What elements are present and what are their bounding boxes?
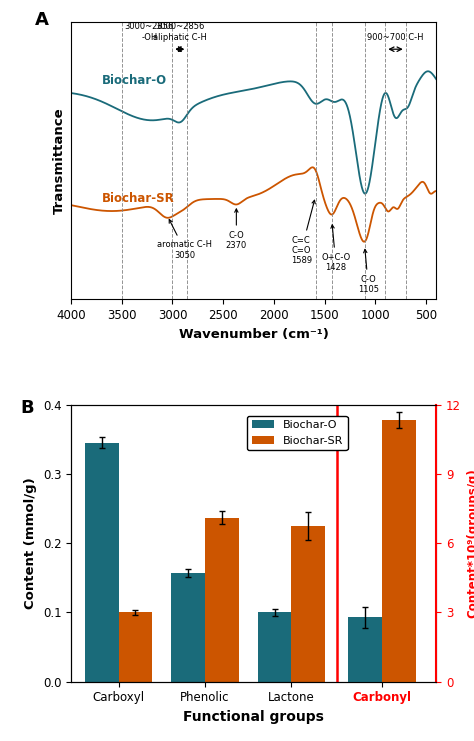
Bar (85, 442, 118, 682)
Text: Biochar-SR: Biochar-SR (101, 193, 174, 205)
Text: O+C-O
1428: O+C-O 1428 (321, 225, 350, 272)
Text: 3000~2856
-OH: 3000~2856 -OH (125, 22, 174, 41)
Y-axis label: Content*10⁹(groups/g): Content*10⁹(groups/g) (466, 468, 474, 618)
X-axis label: Functional groups: Functional groups (183, 710, 324, 724)
Bar (258, 613, 292, 682)
Bar (292, 526, 325, 682)
X-axis label: Wavenumber (cm⁻¹): Wavenumber (cm⁻¹) (179, 328, 328, 341)
Bar (348, 617, 382, 682)
Bar (171, 573, 205, 682)
Text: B: B (20, 399, 34, 417)
Text: C-O
1105: C-O 1105 (358, 250, 379, 294)
Text: 900~700 C-H: 900~700 C-H (367, 33, 424, 41)
Y-axis label: Transmittance: Transmittance (53, 107, 65, 214)
Text: Biochar-O: Biochar-O (101, 73, 167, 87)
Text: C=C
C=O
1589: C=C C=O 1589 (291, 200, 315, 265)
Y-axis label: Content (mmol/g): Content (mmol/g) (24, 477, 37, 609)
Bar (382, 420, 416, 682)
Text: C-O
2370: C-O 2370 (226, 209, 247, 250)
Legend: Biochar-O, Biochar-SR: Biochar-O, Biochar-SR (247, 416, 347, 451)
Bar (118, 613, 152, 682)
Text: aromatic C-H
3050: aromatic C-H 3050 (157, 219, 212, 260)
Text: 3000~2856
aliphatic C-H: 3000~2856 aliphatic C-H (153, 22, 207, 41)
Text: A: A (35, 11, 48, 29)
Bar (205, 517, 239, 682)
